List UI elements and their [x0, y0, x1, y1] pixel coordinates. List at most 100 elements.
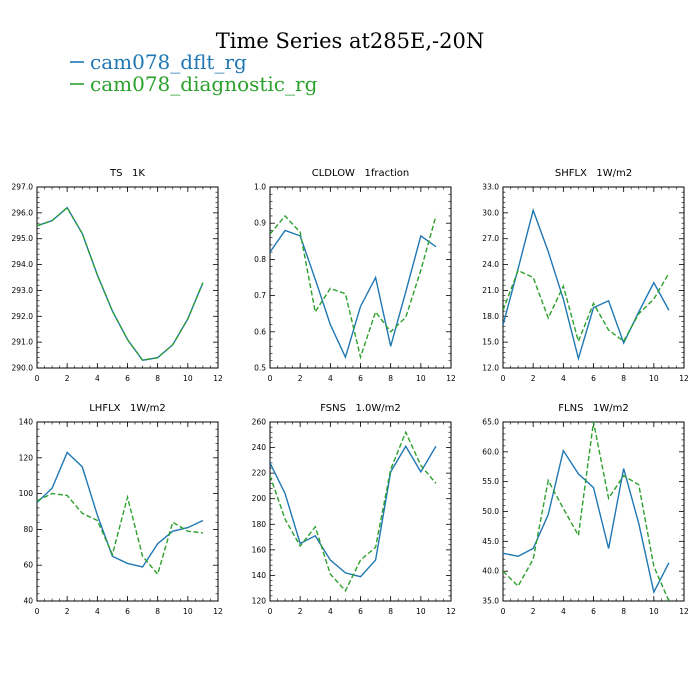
plot-frame	[502, 421, 685, 602]
series-line-diagnostic	[503, 269, 670, 344]
y-tick-label: 297.0	[12, 183, 34, 192]
x-tick-label: 10	[416, 607, 426, 616]
panel-flns: FLNS 1W/m2 0 2 4 6 8 10 12 35.0 40.0 45.0 50.0 55.0 6…	[482, 403, 689, 616]
panel-title: TS 1K	[109, 168, 145, 179]
y-tick-label: 294.0	[12, 260, 34, 269]
y-tick-label: 45.0	[482, 537, 499, 546]
y-tick-label: 21.0	[482, 286, 499, 295]
series-line-diagnostic	[503, 422, 670, 601]
x-tick-label: 0	[35, 374, 40, 383]
y-tick-label: 40.0	[482, 567, 499, 576]
x-tick-label: 8	[388, 374, 393, 383]
x-tick-label: 10	[183, 374, 193, 383]
x-tick-label: 0	[35, 607, 40, 616]
y-tick-label: 292.0	[12, 312, 34, 321]
x-tick-label: 0	[268, 607, 273, 616]
plot-frame	[269, 421, 452, 602]
y-tick-label: 24.0	[482, 260, 499, 269]
y-tick-label: 290.0	[12, 364, 34, 373]
y-tick-label: 40	[23, 597, 33, 606]
y-tick-label: 0.6	[254, 327, 266, 336]
panel-title: LHFLX 1W/m2	[89, 403, 166, 414]
series-line-diagnostic	[37, 206, 204, 362]
plot-frame	[36, 186, 219, 369]
panel-title: SHFLX 1W/m2	[555, 168, 632, 179]
x-tick-label: 0	[268, 374, 273, 383]
x-tick-label: 2	[65, 374, 70, 383]
y-tick-label: 50.0	[482, 507, 499, 516]
figure-title: Time Series at285E,-20N	[216, 29, 484, 53]
x-tick-label: 12	[446, 607, 456, 616]
legend: cam078_dflt_rg cam078_diagnostic_rg	[70, 50, 318, 96]
x-tick-label: 4	[95, 374, 100, 383]
y-tick-label: 240	[252, 443, 267, 452]
y-tick-label: 35.0	[482, 597, 499, 606]
x-tick-label: 6	[591, 374, 596, 383]
x-tick-label: 10	[649, 607, 659, 616]
panel-title: FLNS 1W/m2	[558, 403, 628, 414]
x-tick-label: 12	[679, 374, 689, 383]
x-tick-label: 8	[388, 607, 393, 616]
x-tick-label: 4	[561, 607, 566, 616]
x-tick-label: 6	[358, 374, 363, 383]
x-tick-label: 4	[561, 374, 566, 383]
y-tick-label: 220	[252, 469, 267, 478]
x-tick-label: 10	[416, 374, 426, 383]
y-tick-label: 160	[252, 545, 267, 554]
y-tick-label: 18.0	[482, 312, 499, 321]
panel-shflx: SHFLX 1W/m2 0 2 4 6 8 10 12 12.0 15.0 18.0 21.0 24.0…	[482, 168, 689, 383]
y-tick-label: 200	[252, 494, 267, 503]
series-line-dflt	[270, 229, 437, 360]
y-tick-label: 27.0	[482, 234, 499, 243]
x-tick-label: 2	[298, 374, 303, 383]
y-tick-label: 15.0	[482, 338, 499, 347]
x-tick-label: 6	[125, 607, 130, 616]
y-tick-label: 291.0	[12, 338, 34, 347]
y-tick-label: 180	[252, 520, 267, 529]
x-tick-label: 2	[531, 374, 536, 383]
plot-frame	[269, 186, 452, 369]
x-tick-label: 4	[328, 607, 333, 616]
x-tick-label: 12	[679, 607, 689, 616]
panel-ts: TS 1K 0 2 4 6 8 10 12 290.0 291.0 292.0 293.0 294.0 2…	[12, 168, 223, 383]
panel-title: FSNS 1.0W/m2	[320, 403, 401, 414]
series-line-dflt	[503, 448, 670, 595]
y-tick-label: 80	[23, 525, 33, 534]
y-tick-label: 260	[252, 418, 267, 427]
y-tick-label: 296.0	[12, 208, 34, 217]
series-line-diagnostic	[270, 430, 437, 593]
y-tick-label: 120	[19, 453, 34, 462]
y-tick-label: 60.0	[482, 447, 499, 456]
y-tick-label: 0.5	[254, 364, 266, 373]
x-tick-label: 10	[183, 607, 193, 616]
y-tick-label: 140	[19, 418, 34, 427]
x-tick-label: 4	[95, 607, 100, 616]
x-tick-label: 2	[65, 607, 70, 616]
series-line-dflt	[270, 444, 437, 578]
y-tick-label: 33.0	[482, 183, 499, 192]
panel-lhflx: LHFLX 1W/m2 0 2 4 6 8 10 12 40 60 80 100 120 140	[19, 403, 223, 616]
y-tick-label: 0.8	[254, 255, 266, 264]
series-line-dflt	[37, 451, 204, 568]
y-tick-label: 0.7	[254, 291, 266, 300]
x-tick-label: 12	[213, 374, 223, 383]
x-tick-label: 8	[621, 374, 626, 383]
x-tick-label: 4	[328, 374, 333, 383]
panel-fsns: FSNS 1.0W/m2 0 2 4 6 8 10 12 120 140 160 180 200 220 2…	[252, 403, 456, 616]
legend-label-dflt: cam078_dflt_rg	[90, 50, 247, 74]
x-tick-label: 0	[501, 374, 506, 383]
y-tick-label: 100	[19, 489, 34, 498]
legend-label-diagnostic: cam078_diagnostic_rg	[90, 72, 318, 96]
x-tick-label: 0	[501, 607, 506, 616]
series-line-diagnostic	[270, 214, 437, 360]
x-tick-label: 8	[621, 607, 626, 616]
panel-title: CLDLOW 1fraction	[312, 168, 410, 179]
series-line-diagnostic	[37, 492, 204, 576]
x-tick-label: 6	[358, 607, 363, 616]
x-tick-label: 12	[213, 607, 223, 616]
x-tick-label: 6	[125, 374, 130, 383]
x-tick-label: 10	[649, 374, 659, 383]
y-tick-label: 12.0	[482, 364, 499, 373]
y-tick-label: 30.0	[482, 208, 499, 217]
y-tick-label: 55.0	[482, 477, 499, 486]
